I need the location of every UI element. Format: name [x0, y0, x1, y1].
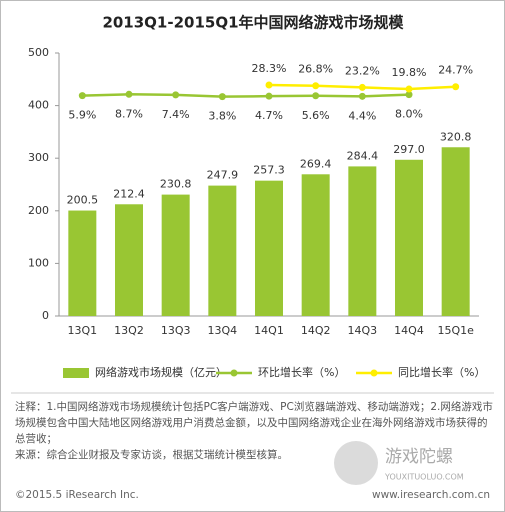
bar-label: 320.8	[440, 130, 472, 143]
legend-marker	[230, 369, 238, 377]
line-marker	[452, 83, 460, 91]
website: www.iresearch.com.cn	[371, 489, 490, 501]
y-tick-label: 300	[28, 151, 49, 164]
bar	[441, 147, 470, 316]
line-label: 23.2%	[345, 64, 380, 77]
legend-label: 环比增长率（%）	[258, 365, 345, 379]
bar-label: 247.9	[207, 169, 239, 182]
line-label: 28.3%	[252, 62, 287, 75]
y-tick-label: 500	[28, 46, 49, 59]
bar	[255, 180, 283, 316]
bar-label: 212.4	[113, 187, 145, 200]
chart-title: 2013Q1-2015Q1年中国网络游戏市场规模	[102, 14, 404, 32]
watermark-logo	[334, 441, 378, 485]
bar	[395, 159, 423, 316]
bar-label: 257.3	[253, 164, 285, 177]
x-tick-label: 13Q2	[114, 324, 144, 337]
x-tick-label: 13Q1	[68, 324, 98, 337]
line-marker	[265, 81, 273, 89]
y-tick-label: 400	[28, 99, 49, 112]
bar-label: 269.4	[300, 157, 332, 170]
source: 来源：综合企业财报及专家访谈，根据艾瑞统计模型核算。	[15, 449, 288, 461]
line-label: 26.8%	[298, 63, 333, 76]
legend-label: 网络游戏市场规模（亿元）	[95, 365, 227, 379]
x-tick-label: 14Q1	[254, 324, 284, 337]
y-tick-label: 100	[28, 256, 49, 269]
line-label: 24.7%	[438, 64, 473, 77]
watermark-name: 游戏陀螺	[385, 447, 453, 467]
x-tick-label: 14Q3	[348, 324, 378, 337]
line-label: 19.8%	[392, 66, 427, 79]
bar	[161, 194, 190, 316]
line-label: 4.7%	[255, 109, 283, 122]
x-tick-label: 13Q3	[161, 324, 191, 337]
line-label: 5.6%	[302, 109, 330, 122]
y-tick-label: 200	[28, 204, 49, 217]
bar	[301, 174, 330, 316]
x-tick-label: 14Q2	[301, 324, 331, 337]
watermark-site: YOUXITUOLUO.COM	[384, 473, 464, 482]
note: 注释：1.中国网络游戏市场规模统计包括PC客户端游戏、PC浏览器端游戏、移动端游…	[15, 401, 493, 445]
bar-label: 200.5	[67, 194, 99, 207]
line-label: 3.8%	[208, 110, 236, 123]
bar-label: 230.8	[160, 178, 192, 191]
line	[82, 93, 410, 98]
line-marker	[405, 91, 413, 99]
legend-swatch	[63, 368, 89, 378]
line-label: 7.4%	[162, 108, 190, 121]
bar	[115, 204, 143, 316]
bar	[68, 210, 97, 316]
line-marker	[78, 92, 86, 100]
bar	[348, 166, 377, 316]
legend-label: 同比增长率（%）	[398, 365, 485, 379]
bar	[208, 185, 237, 316]
bar-label: 297.0	[393, 143, 425, 156]
bar-label: 284.4	[347, 149, 379, 162]
copyright: ©2015.5 iResearch Inc.	[15, 489, 139, 501]
line-marker	[265, 92, 273, 100]
x-tick-label: 13Q4	[208, 324, 238, 337]
line-marker	[172, 91, 180, 99]
y-tick-label: 0	[42, 309, 49, 322]
x-tick-label: 15Q1e	[437, 324, 474, 337]
line-marker	[125, 90, 133, 98]
line-marker	[358, 92, 366, 100]
line-label: 8.0%	[395, 108, 423, 121]
line-marker	[312, 92, 320, 100]
x-tick-label: 14Q4	[394, 324, 424, 337]
line-marker	[312, 82, 320, 90]
line-marker	[358, 83, 366, 91]
line-label: 5.9%	[68, 109, 96, 122]
legend-marker	[370, 369, 378, 377]
line-label: 4.4%	[348, 109, 376, 122]
line-label: 8.7%	[115, 107, 143, 120]
line-marker	[218, 93, 226, 101]
line-marker	[405, 85, 413, 93]
